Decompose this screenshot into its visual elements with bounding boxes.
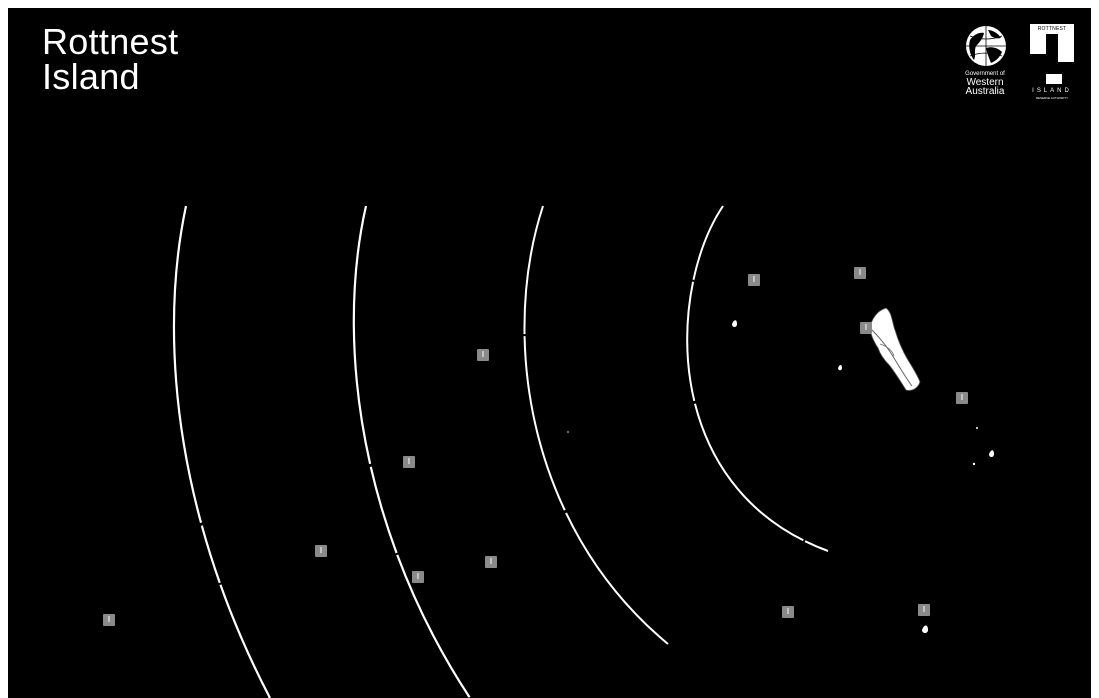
island-lake <box>879 343 895 357</box>
islet-2 <box>838 365 842 371</box>
page-title: Rottnest Island <box>42 21 179 97</box>
islet-4 <box>922 625 928 633</box>
map-marker[interactable]: I <box>477 349 489 361</box>
marker-icon: I <box>752 275 756 284</box>
wa-logo-text: Government of Western Australia <box>956 71 1014 97</box>
distance-ring-2 <box>523 205 669 645</box>
title-line-1: Rottnest <box>42 21 179 62</box>
map-marker[interactable]: I <box>782 606 794 618</box>
map-marker[interactable]: I <box>860 322 872 334</box>
map-marker[interactable]: I <box>403 456 415 468</box>
islet-6 <box>972 462 976 466</box>
distance-ring-3 <box>352 205 471 698</box>
wa-logo-line-1: Government of <box>965 71 1005 77</box>
islet-7 <box>566 430 570 434</box>
marker-icon: I <box>107 615 111 624</box>
globe-icon <box>966 26 1006 66</box>
marker-icon: I <box>489 557 493 566</box>
marker-icon: I <box>319 546 323 555</box>
map-marker[interactable]: I <box>103 614 115 626</box>
rottnest-island-logo: ROTTNEST ISLAND RESERVE AUTHORITY <box>1024 24 1080 104</box>
marker-icon: I <box>481 350 485 359</box>
wa-logo-line-2: Western <box>966 77 1004 88</box>
marker-icon: I <box>858 268 862 277</box>
map-marker[interactable]: I <box>748 274 760 286</box>
rottnest-island-shape <box>869 307 921 391</box>
marker-icon: I <box>407 457 411 466</box>
islet-5 <box>976 427 978 429</box>
map-marker[interactable]: I <box>918 604 930 616</box>
island-road <box>871 329 913 387</box>
distance-ring-1 <box>686 205 829 552</box>
title-line-2: Island <box>42 56 140 97</box>
map-frame: Rottnest Island Government of Western Au… <box>8 8 1091 698</box>
map-marker[interactable]: I <box>412 571 424 583</box>
wa-logo-line-3: Australia <box>965 86 1005 97</box>
islet-1 <box>732 320 737 327</box>
marker-icon: I <box>922 605 926 614</box>
ri-logo-word: ISLAND <box>1032 88 1072 94</box>
ri-logo-top-text: ROTTNEST <box>1037 26 1067 32</box>
islet-3 <box>989 450 994 457</box>
map-marker[interactable]: I <box>956 392 968 404</box>
distance-ring-4 <box>172 205 271 698</box>
marker-icon: I <box>416 572 420 581</box>
map-marker[interactable]: I <box>854 267 866 279</box>
ri-logo-subtext: RESERVE AUTHORITY <box>1035 96 1069 100</box>
marker-icon: I <box>960 393 964 402</box>
marker-icon: I <box>786 607 790 616</box>
rottnest-island-logo-icon <box>1030 24 1074 84</box>
map-canvas <box>172 205 994 698</box>
marker-icon: I <box>864 323 868 332</box>
map-marker[interactable]: I <box>485 556 497 568</box>
map-marker[interactable]: I <box>315 545 327 557</box>
wa-government-logo: Government of Western Australia <box>956 24 1016 114</box>
